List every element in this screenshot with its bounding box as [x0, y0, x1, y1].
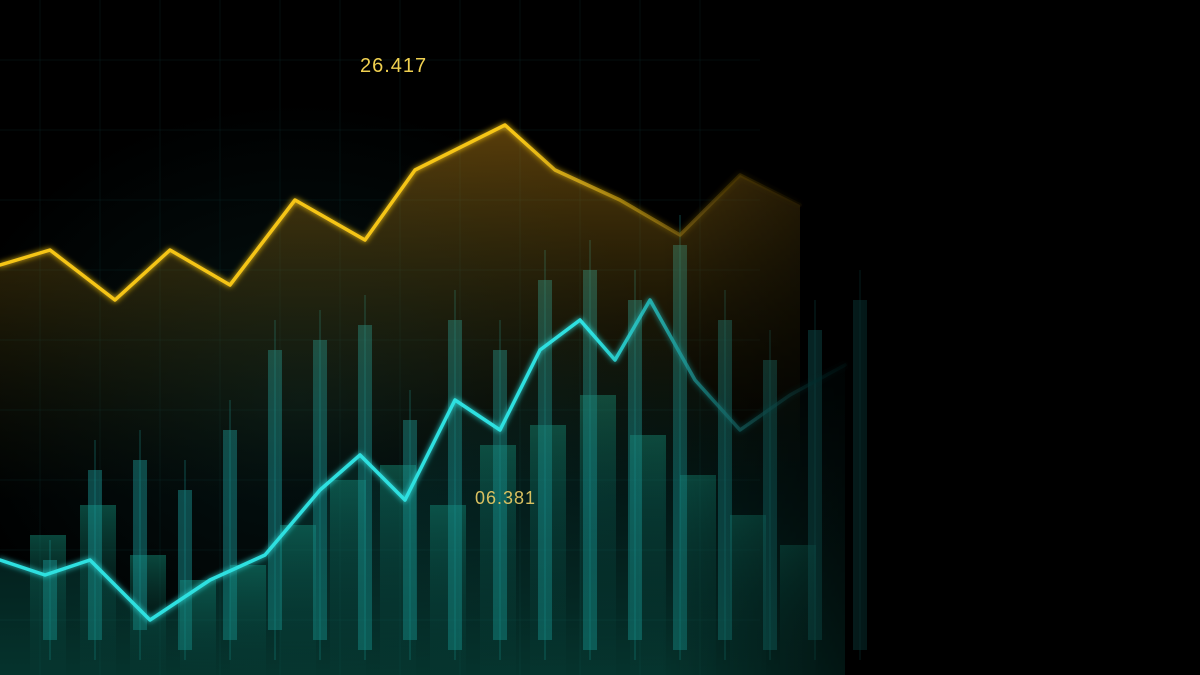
fade-overlay [0, 0, 1200, 675]
stock-chart: 26.417 06.381 [0, 0, 1200, 675]
chart-canvas [0, 0, 1200, 675]
top-value-label: 26.417 [360, 55, 427, 78]
bottom-value-label: 06.381 [475, 488, 536, 509]
